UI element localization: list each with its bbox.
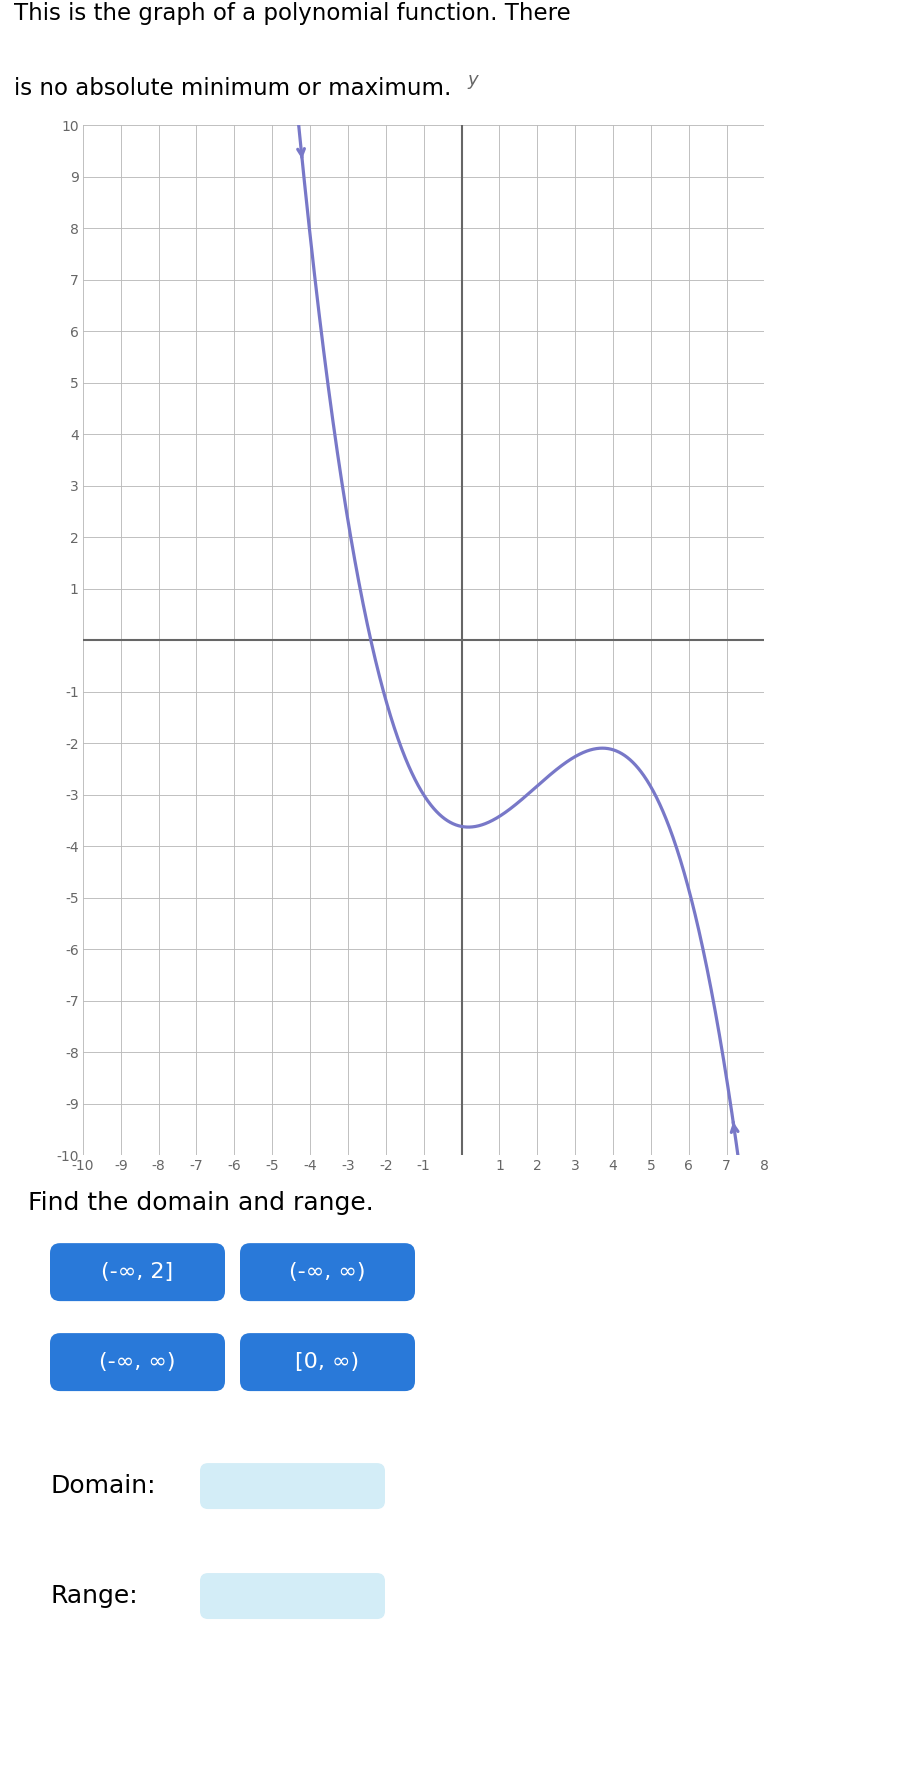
Text: y: y xyxy=(468,72,478,90)
FancyBboxPatch shape xyxy=(200,1463,385,1510)
Text: [0, ∞): [0, ∞) xyxy=(296,1352,359,1372)
Text: Range:: Range: xyxy=(50,1583,137,1608)
Text: is no absolute minimum or maximum.: is no absolute minimum or maximum. xyxy=(14,77,451,100)
Text: Domain:: Domain: xyxy=(50,1474,156,1497)
Text: (-∞, ∞): (-∞, ∞) xyxy=(99,1352,176,1372)
FancyBboxPatch shape xyxy=(240,1243,415,1300)
FancyBboxPatch shape xyxy=(50,1333,225,1392)
Text: This is the graph of a polynomial function. There: This is the graph of a polynomial functi… xyxy=(14,2,571,25)
FancyBboxPatch shape xyxy=(50,1243,225,1300)
FancyBboxPatch shape xyxy=(200,1572,385,1619)
FancyBboxPatch shape xyxy=(240,1333,415,1392)
Text: (-∞, 2]: (-∞, 2] xyxy=(101,1263,173,1282)
Text: (-∞, ∞): (-∞, ∞) xyxy=(289,1263,366,1282)
Text: Find the domain and range.: Find the domain and range. xyxy=(28,1191,374,1214)
